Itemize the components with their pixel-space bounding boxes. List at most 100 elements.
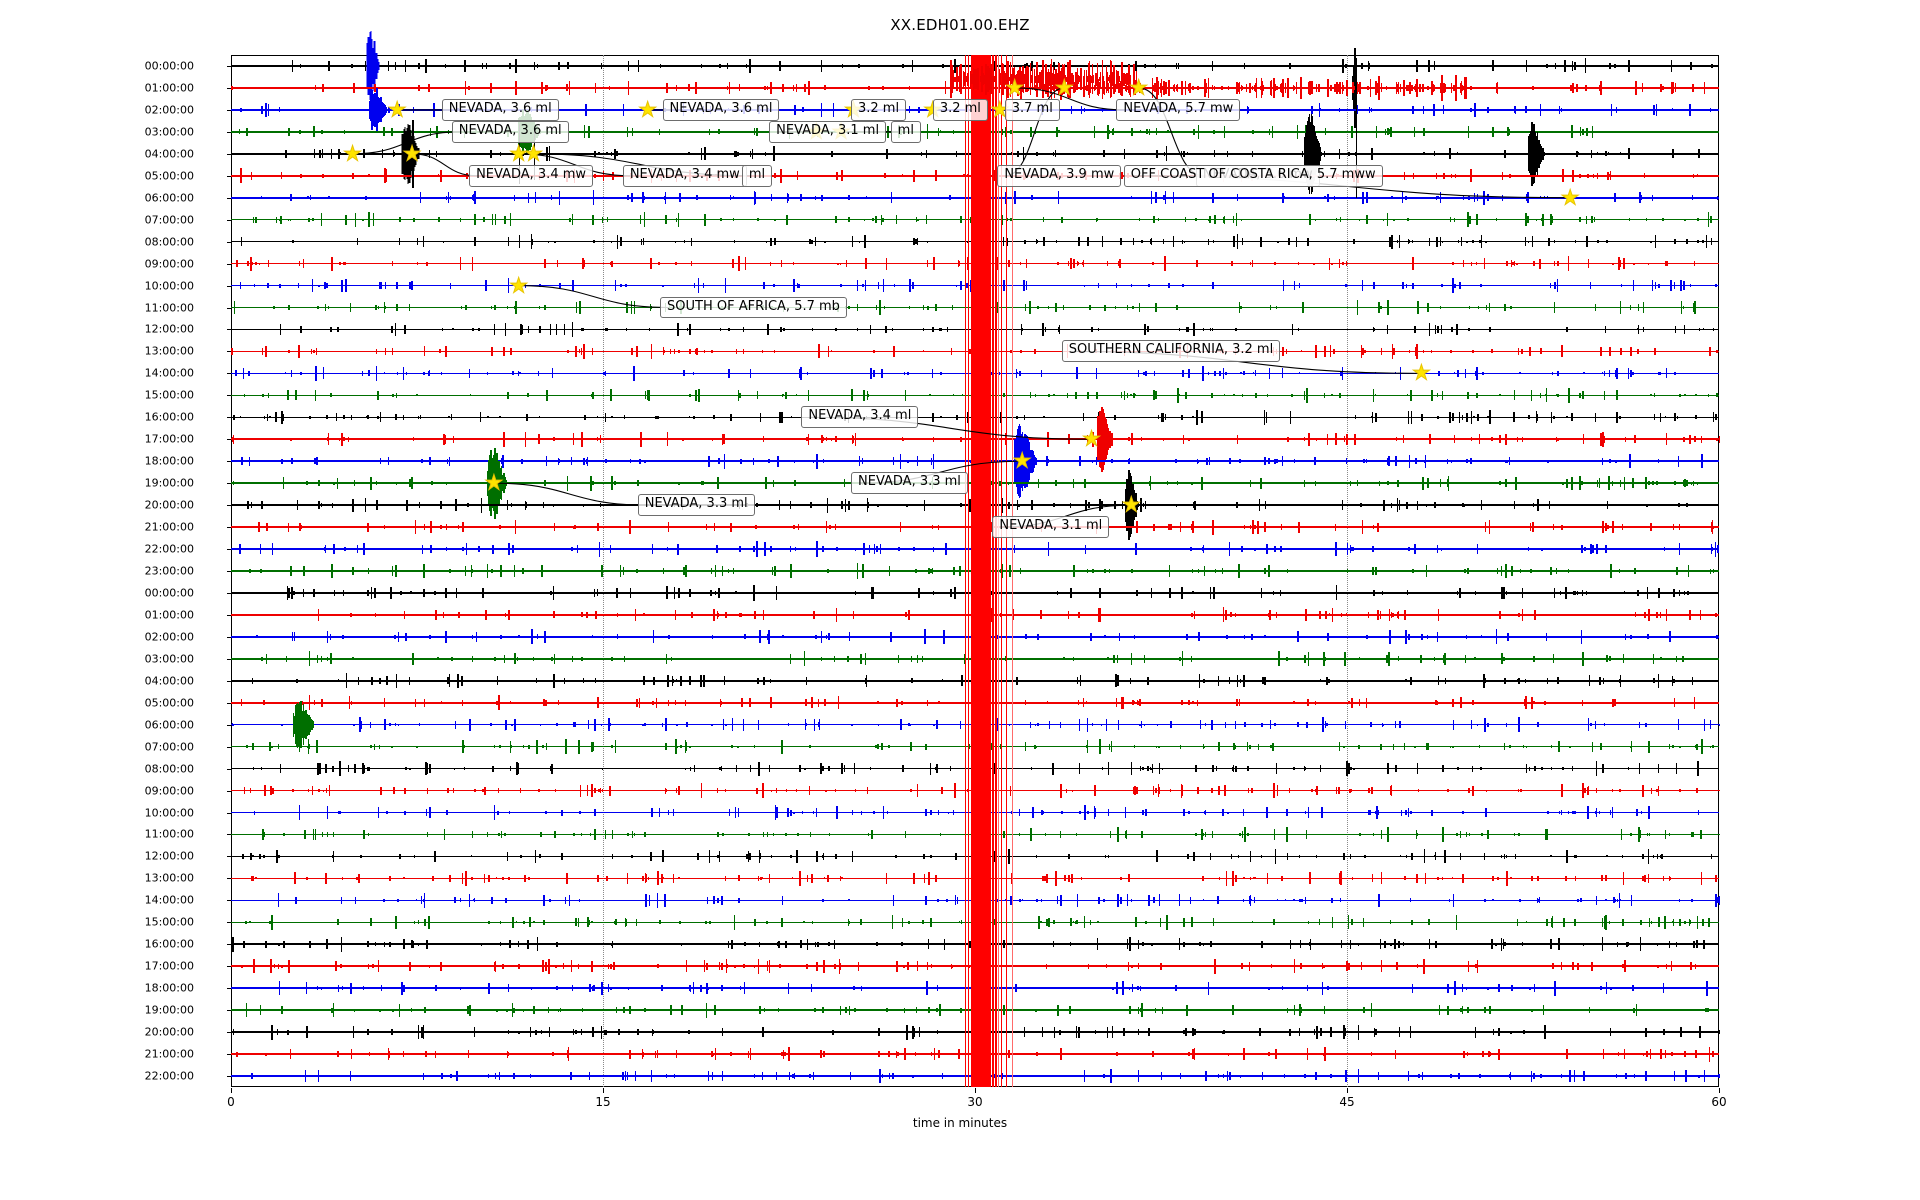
trace-noise — [1549, 350, 1551, 353]
trace-noise — [887, 125, 889, 139]
trace-noise — [578, 219, 580, 221]
trace-noise — [737, 548, 740, 550]
trace-noise — [843, 478, 846, 488]
trace-noise — [700, 148, 703, 160]
trace-noise — [1220, 614, 1223, 616]
trace-noise — [1495, 218, 1498, 222]
trace-noise — [562, 482, 565, 484]
trace-noise — [345, 241, 348, 243]
trace-noise — [835, 608, 838, 622]
trace-noise — [1346, 658, 1348, 660]
trace-noise — [1424, 658, 1426, 660]
trace-noise — [572, 433, 575, 446]
trace-noise — [825, 460, 828, 463]
trace-noise — [1527, 240, 1530, 243]
trace-noise — [1586, 127, 1588, 136]
trace-noise — [1664, 416, 1667, 419]
trace-noise — [1391, 460, 1393, 462]
trace-noise — [716, 611, 719, 619]
trace-noise — [836, 241, 838, 243]
trace-noise — [288, 304, 290, 311]
trace-noise — [261, 348, 264, 355]
trace-noise — [921, 108, 923, 112]
trace-noise — [449, 282, 452, 289]
trace-noise — [1194, 500, 1196, 510]
trace-noise — [1559, 591, 1562, 595]
trace-noise — [1141, 87, 1144, 89]
trace-noise — [577, 131, 579, 133]
event-waveform-sample — [377, 62, 380, 70]
trace-noise — [418, 65, 420, 67]
trace-noise — [446, 458, 449, 464]
trace-noise — [943, 630, 945, 644]
trace-noise — [278, 130, 280, 133]
y-axis-tick-mark — [227, 966, 232, 968]
trace-noise — [1528, 635, 1530, 638]
y-axis-tick-label: 21:00:00 — [144, 1047, 194, 1061]
trace-noise — [313, 570, 315, 572]
trace-noise — [1671, 197, 1673, 199]
trace-noise — [356, 545, 359, 553]
trace-noise — [553, 523, 556, 531]
trace-noise — [877, 503, 879, 507]
trace-noise — [402, 414, 405, 421]
trace-noise — [798, 283, 800, 288]
trace-noise — [868, 86, 870, 90]
y-axis-tick-mark — [227, 922, 232, 924]
trace-noise — [1107, 460, 1109, 462]
trace-noise — [1346, 543, 1349, 556]
trace-noise — [1058, 284, 1061, 287]
trace-noise — [1464, 568, 1466, 574]
trace-noise — [287, 175, 290, 177]
trace-noise — [1596, 479, 1599, 487]
trace-noise — [1433, 61, 1436, 71]
trace-noise — [1513, 261, 1516, 266]
trace-noise — [1554, 62, 1557, 70]
trace-noise — [1374, 372, 1377, 375]
trace-noise — [1693, 261, 1696, 266]
trace-noise — [1135, 542, 1137, 556]
trace-noise — [1533, 655, 1535, 663]
trace-noise — [1609, 656, 1611, 662]
trace-noise — [1589, 416, 1592, 418]
trace-noise — [1340, 371, 1342, 376]
y-axis-tick-mark — [227, 65, 232, 67]
trace-noise — [852, 284, 855, 287]
trace-noise — [331, 174, 333, 177]
trace-noise — [571, 322, 574, 337]
trace-noise — [778, 499, 781, 511]
trace-noise — [1619, 152, 1622, 156]
trace-noise — [1272, 306, 1274, 309]
trace-noise — [1616, 390, 1618, 401]
trace-noise — [1619, 415, 1621, 419]
trace-noise — [1067, 261, 1070, 267]
trace-noise — [929, 526, 931, 528]
trace-noise — [1230, 612, 1232, 618]
trace-noise — [698, 263, 700, 265]
trace-noise — [345, 350, 347, 353]
trace-noise — [303, 658, 305, 660]
trace-noise — [391, 127, 393, 136]
trace-noise — [1279, 590, 1281, 596]
trace-noise — [690, 261, 693, 266]
trace-noise — [514, 460, 516, 462]
trace-noise — [1527, 547, 1530, 551]
trace-noise — [332, 87, 334, 89]
trace-noise — [834, 87, 836, 89]
trace-noise — [1608, 174, 1610, 178]
trace-noise — [925, 262, 928, 265]
trace-noise — [399, 613, 401, 616]
trace-noise — [1070, 258, 1072, 269]
trace-noise — [247, 261, 249, 266]
trace-noise — [720, 130, 722, 133]
trace-noise — [1243, 525, 1246, 529]
trace-noise — [1394, 328, 1396, 331]
trace-noise — [1064, 240, 1067, 243]
trace-noise — [287, 109, 289, 111]
trace-noise — [494, 214, 497, 226]
trace-noise — [845, 260, 848, 267]
trace-noise — [758, 416, 761, 418]
trace-noise — [1429, 434, 1431, 445]
trace-noise — [962, 306, 965, 309]
trace-noise — [1155, 302, 1157, 313]
